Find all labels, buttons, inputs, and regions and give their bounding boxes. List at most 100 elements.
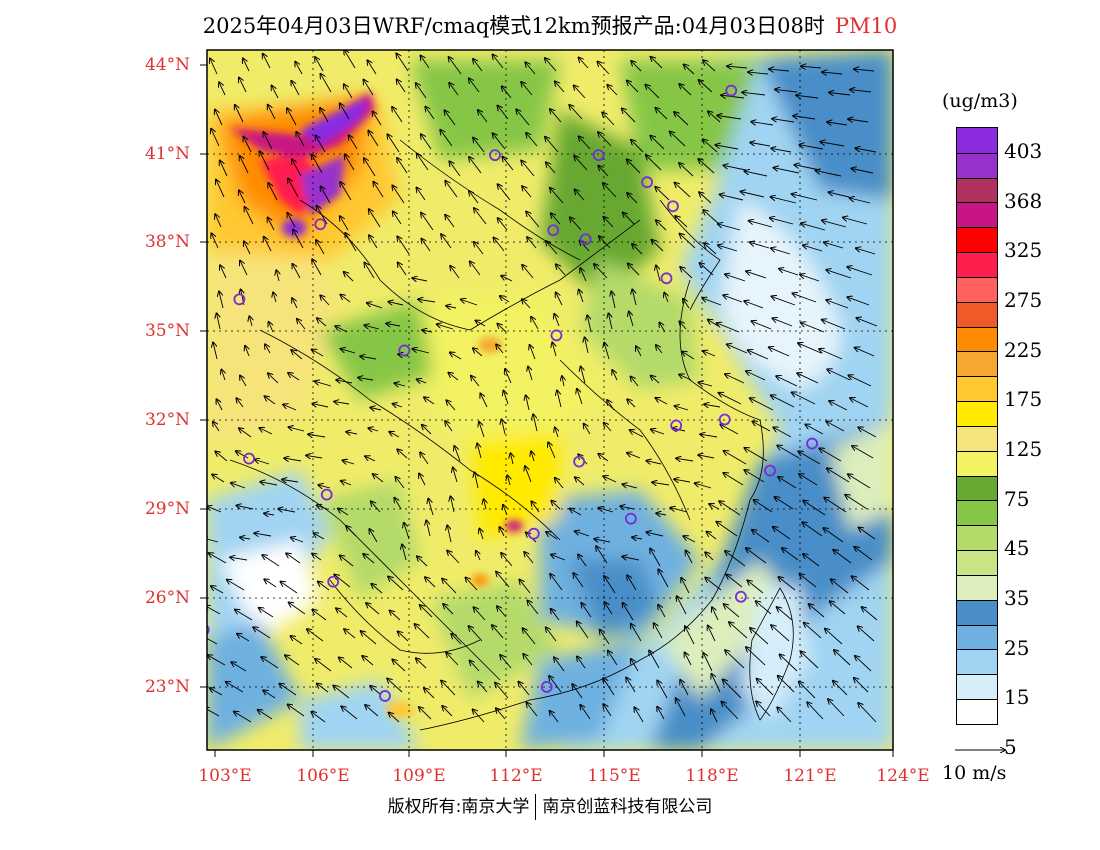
wind-arrow xyxy=(580,705,591,720)
wind-arrow xyxy=(523,628,536,645)
legend-swatch xyxy=(957,252,997,277)
wind-arrow xyxy=(316,136,326,153)
wind-arrow xyxy=(656,266,661,282)
wind-arrow xyxy=(262,555,280,567)
wind-arrow xyxy=(604,343,610,360)
wind-arrow xyxy=(679,322,687,330)
station-marker xyxy=(667,200,679,213)
wind-arrow xyxy=(496,344,504,354)
legend-swatch xyxy=(957,674,997,700)
wind-arrow xyxy=(550,574,563,591)
wind-arrow xyxy=(703,653,713,672)
wind-arrow xyxy=(575,531,590,537)
station-marker xyxy=(670,419,683,432)
wind-arrow xyxy=(289,427,305,432)
wind-arrow xyxy=(850,398,869,408)
title-variable: PM10 xyxy=(834,14,898,38)
axis-ticks xyxy=(200,64,894,757)
wind-arrow xyxy=(724,451,747,465)
legend-swatch xyxy=(957,326,997,352)
wind-arrow xyxy=(260,151,270,171)
legend-swatch xyxy=(957,301,997,327)
wind-arrow xyxy=(286,553,301,564)
wind-arrow xyxy=(263,132,273,150)
wind-arrow xyxy=(502,86,512,99)
wind-arrow xyxy=(854,678,869,693)
wind-arrow xyxy=(709,504,720,510)
wind-arrow xyxy=(527,703,538,717)
wind-arrow xyxy=(239,78,247,93)
wind-arrow xyxy=(750,628,769,645)
legend-swatch xyxy=(957,128,997,153)
wind-arrow xyxy=(341,481,352,485)
wind-arrow xyxy=(533,414,538,432)
wind-arrow xyxy=(239,428,252,438)
wind-arrow xyxy=(424,397,435,405)
wind-arrow xyxy=(850,198,871,204)
wind-arrow xyxy=(750,242,770,249)
wind-arrow xyxy=(718,224,741,231)
wind-arrow xyxy=(769,347,790,357)
wind-arrow xyxy=(777,446,800,459)
legend-label: 325 xyxy=(1004,238,1043,263)
wind-arrow xyxy=(797,373,819,384)
legend-label: 225 xyxy=(1004,337,1043,362)
legend-label: 125 xyxy=(1004,436,1043,461)
wind-arrow xyxy=(854,69,875,71)
wind-arrow xyxy=(526,133,538,147)
wind-arrow xyxy=(370,686,382,696)
wind-arrow xyxy=(630,430,644,438)
wind-arrow xyxy=(293,230,304,249)
wind-arrow xyxy=(609,313,613,330)
wind-arrow xyxy=(775,497,794,510)
wind-arrow xyxy=(677,596,687,615)
wind-arrow xyxy=(371,501,381,513)
wind-arrow xyxy=(207,637,218,645)
wind-arrow xyxy=(369,235,378,249)
wind-arrow xyxy=(343,460,355,464)
wind-arrow xyxy=(675,183,691,198)
wind-arrow xyxy=(723,473,744,486)
wind-arrow xyxy=(748,350,769,360)
concentration-field xyxy=(207,50,893,750)
wind-arrow xyxy=(828,699,845,717)
wind-arrow xyxy=(754,500,773,513)
wind-arrow xyxy=(834,650,851,666)
wind-arrow xyxy=(612,370,618,381)
wind-arrow xyxy=(361,631,377,645)
wind-arrow xyxy=(824,498,847,513)
wind-arrow xyxy=(311,712,326,723)
wind-arrow xyxy=(234,712,252,723)
wind-arrow xyxy=(334,575,351,588)
legend-swatch xyxy=(957,649,997,675)
wind-arrow xyxy=(368,131,379,147)
wind-arrow xyxy=(805,425,824,435)
wind-arrow xyxy=(264,579,277,588)
wind-arrow xyxy=(320,295,330,306)
wind-arrow xyxy=(711,709,718,723)
wind-arrow xyxy=(255,460,270,465)
wind-arrow xyxy=(363,554,375,564)
wind-arrow xyxy=(340,216,349,231)
station-marker xyxy=(806,437,819,450)
wind-arrow xyxy=(771,395,795,408)
wind-arrow xyxy=(442,579,457,594)
wind-arrow xyxy=(291,350,303,360)
wind-arrow xyxy=(312,554,322,561)
wind-arrow xyxy=(750,143,771,147)
wind-arrow xyxy=(422,330,433,332)
wind-arrow xyxy=(420,452,429,465)
wind-arrow xyxy=(346,526,357,537)
station-marker xyxy=(320,488,333,501)
wind-arrow xyxy=(792,392,816,405)
wind-arrow xyxy=(312,350,324,357)
wind-arrow xyxy=(798,451,821,465)
wind-arrow xyxy=(587,315,592,333)
wind-arrow xyxy=(656,513,667,515)
wind-arrow xyxy=(656,108,668,120)
legend-label: 35 xyxy=(1004,585,1030,610)
wind-arrow xyxy=(525,466,532,483)
wind-arrow xyxy=(777,707,792,723)
wind-arrow xyxy=(848,119,869,122)
wind-arrow xyxy=(820,142,845,147)
